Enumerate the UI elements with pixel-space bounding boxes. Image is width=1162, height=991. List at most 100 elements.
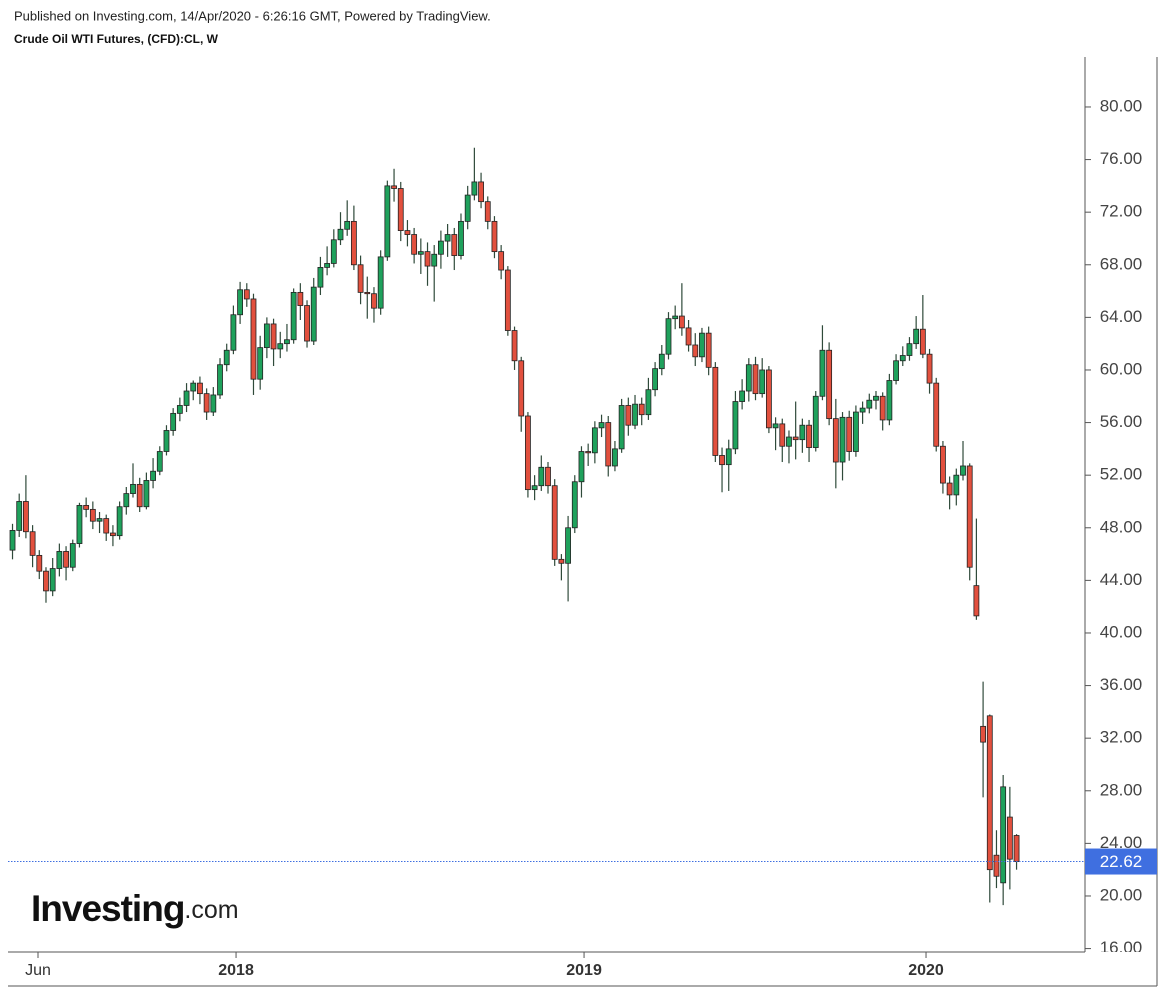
candle-body — [960, 465, 966, 476]
candle-body — [36, 554, 43, 572]
candle-body — [56, 551, 63, 569]
candle-body — [699, 332, 705, 358]
candle-body — [612, 448, 618, 467]
candle-body — [873, 395, 879, 401]
watermark-name: Investing — [31, 888, 184, 929]
y-tick-label: 16.00 — [1100, 938, 1143, 957]
candle-body — [638, 403, 645, 416]
candle-body — [438, 240, 444, 255]
candle-body — [551, 485, 558, 560]
candle-body — [732, 401, 739, 450]
candle-body — [337, 228, 344, 241]
candle-body — [116, 506, 123, 537]
candle-body — [110, 532, 116, 537]
candle-body — [324, 263, 331, 268]
candle-body — [953, 474, 960, 496]
candle-body — [1000, 786, 1007, 884]
candle-body — [618, 405, 625, 450]
candle-body — [290, 291, 297, 341]
candle-body — [451, 234, 458, 256]
candle-body — [391, 185, 397, 189]
candle-body — [906, 343, 913, 356]
candle-body — [678, 315, 685, 329]
candle-body — [163, 430, 170, 452]
y-tick-label: 80.00 — [1100, 96, 1143, 115]
y-tick-label: 72.00 — [1100, 202, 1143, 221]
candle-body — [866, 399, 873, 409]
candle-body — [197, 382, 203, 395]
candle-body — [344, 220, 351, 230]
candle-body — [237, 289, 243, 316]
candle-body — [685, 327, 692, 346]
candle-body — [417, 251, 424, 255]
candle-body — [183, 390, 190, 406]
candle-body — [792, 436, 799, 441]
candle-body — [966, 465, 973, 568]
candle-body — [926, 353, 933, 384]
candle-body — [538, 466, 545, 487]
candle-body — [571, 481, 578, 529]
candle-body — [712, 366, 719, 456]
candle-body — [531, 485, 538, 491]
candle-body — [43, 570, 49, 592]
candle-body — [799, 424, 806, 441]
candle-body — [625, 405, 632, 426]
candle-body — [719, 455, 725, 466]
candle-body — [779, 423, 786, 447]
candle-body — [63, 551, 69, 568]
candle-body — [786, 436, 792, 447]
candle-body — [23, 501, 29, 533]
candle-body — [136, 483, 143, 508]
watermark: Investing.com — [31, 888, 239, 929]
last-price-tag — [1085, 848, 1157, 875]
candle-body — [658, 353, 665, 370]
candle-body — [913, 328, 920, 345]
candle-body — [230, 314, 237, 351]
candle-body — [665, 318, 672, 355]
last-price-label: 22.62 — [1100, 852, 1143, 871]
x-tick-label: Jun — [25, 962, 51, 979]
candle-body — [444, 234, 451, 242]
candle-body — [357, 264, 364, 293]
y-tick-label: 48.00 — [1100, 517, 1143, 536]
y-tick-label: 52.00 — [1100, 465, 1143, 484]
candle-body — [511, 330, 518, 362]
candle-body — [76, 505, 83, 544]
candle-body — [176, 405, 183, 414]
candle-body — [310, 286, 317, 342]
candle-body — [16, 501, 23, 531]
x-tick-label: 2019 — [566, 962, 602, 979]
candle-body — [859, 407, 866, 413]
candle-body — [9, 530, 16, 551]
candle-body — [946, 482, 953, 496]
candle-body — [853, 411, 859, 452]
candle-body — [458, 220, 464, 256]
candle-body — [846, 416, 853, 452]
candle-body — [364, 291, 371, 295]
y-tick-label: 64.00 — [1100, 307, 1143, 326]
candle-body — [464, 194, 471, 222]
candle-body — [672, 315, 679, 320]
candle-body — [371, 293, 377, 309]
y-tick-label: 32.00 — [1100, 728, 1143, 747]
candle-body — [940, 445, 946, 484]
candle-body — [886, 380, 893, 421]
candle-body — [832, 418, 839, 463]
candle-body — [745, 364, 752, 392]
candle-body — [879, 395, 886, 421]
candle-body — [498, 251, 505, 271]
candle-body — [484, 201, 491, 222]
y-tick-label: 44.00 — [1100, 570, 1143, 589]
candle-body — [190, 382, 197, 392]
candle-body — [632, 403, 638, 426]
y-tick-label: 76.00 — [1100, 149, 1143, 168]
candle-body — [545, 466, 551, 487]
candle-body — [598, 422, 605, 429]
candle-body — [518, 360, 525, 417]
candle-body — [49, 568, 56, 592]
candle-body — [243, 289, 250, 300]
candle-body — [263, 323, 270, 349]
candle-body — [578, 451, 585, 483]
candle-body — [130, 483, 136, 494]
